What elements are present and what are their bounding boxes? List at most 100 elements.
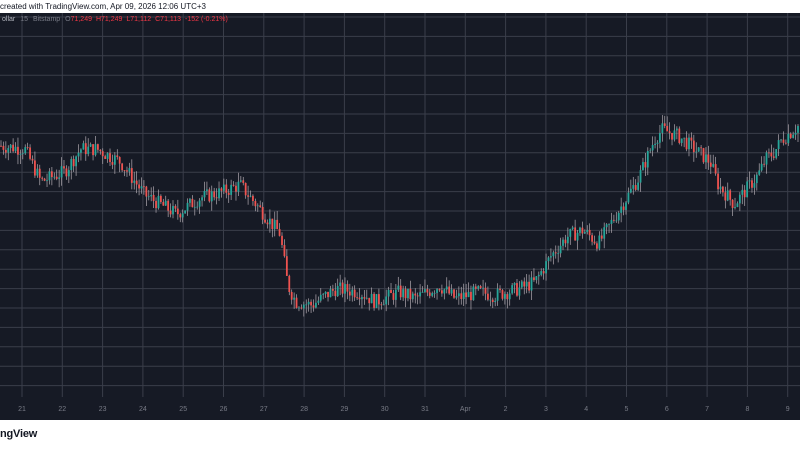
candle-body — [579, 227, 581, 233]
legend-change: -152 (-0.21%) — [185, 16, 228, 23]
brand-logo-text: ngView — [0, 428, 38, 440]
candle-body — [96, 144, 99, 150]
candle-body — [213, 191, 216, 198]
candle-body — [467, 291, 470, 298]
chart-canvas[interactable]: 21 22 23 24 25 26 27 28 29 30 31 Apr 2 3 4 5 6 7 8 9 — [0, 13, 800, 420]
candle-body — [140, 186, 143, 189]
candle-body — [617, 212, 620, 221]
candle-body — [235, 185, 237, 192]
candle-body — [402, 289, 405, 298]
candle-body — [494, 300, 497, 303]
candle-body — [780, 139, 782, 141]
x-tick-label: 21 — [18, 406, 26, 413]
candle-body — [431, 293, 434, 296]
candle-body — [615, 220, 618, 222]
x-tick-label: 31 — [421, 406, 429, 413]
candle-body — [535, 276, 538, 281]
candle-body — [348, 291, 351, 296]
candle-body — [751, 180, 753, 188]
candle-body — [172, 205, 174, 215]
candle-body — [157, 195, 160, 209]
candle-body — [734, 207, 736, 209]
candle-body — [525, 281, 528, 287]
x-tick-label: 27 — [260, 406, 268, 413]
candle-body — [707, 154, 710, 163]
candle-body — [479, 286, 482, 288]
candle-body — [60, 166, 63, 178]
candle-body — [758, 170, 761, 175]
candle-body — [574, 227, 577, 241]
candle-body — [293, 297, 296, 300]
x-tick-label: 6 — [665, 406, 669, 413]
legend-exchange: Bitstamp — [32, 16, 61, 23]
candle-body — [474, 286, 477, 289]
candle-body — [460, 293, 463, 299]
candle-body — [741, 189, 744, 195]
candle-body — [101, 151, 104, 157]
candle-body — [9, 144, 12, 149]
candle-body — [656, 142, 659, 144]
candle-body — [295, 297, 298, 308]
candle-body — [208, 189, 211, 202]
candle-body — [625, 202, 627, 210]
legend-low: L71,112 — [126, 16, 152, 23]
candle-body — [404, 289, 407, 299]
x-tick-label: 24 — [139, 406, 147, 413]
candle-body — [53, 176, 56, 178]
candle-body — [782, 139, 785, 143]
candle-body — [416, 295, 419, 297]
candle-body — [174, 205, 177, 209]
candle-body — [712, 164, 715, 167]
candle-body — [373, 293, 375, 308]
candle-body — [244, 182, 247, 196]
candle-body — [743, 189, 746, 198]
candle-body — [184, 210, 187, 214]
candle-body — [247, 195, 249, 197]
x-tick-label: 22 — [58, 406, 66, 413]
candle-body — [281, 235, 283, 246]
candle-body — [632, 185, 635, 189]
candle-body — [448, 286, 451, 294]
candle-body — [159, 195, 162, 202]
x-tick-label: 25 — [179, 406, 187, 413]
candle-body — [462, 292, 465, 299]
candle-body — [230, 184, 233, 195]
candle-body — [620, 206, 623, 213]
candle-body — [218, 188, 220, 199]
candle-body — [130, 168, 133, 183]
candle-body — [547, 257, 550, 262]
candle-body — [196, 206, 199, 208]
candle-body — [375, 294, 378, 308]
candle-body — [552, 252, 555, 257]
price-chart[interactable]: 21 22 23 24 25 26 27 28 29 30 31 Apr 2 3 4 5 6 7 8 9 ollar … — [0, 13, 800, 420]
candle-body — [671, 132, 673, 140]
candle-body — [424, 289, 426, 292]
candle-body — [518, 287, 521, 296]
candle-body — [315, 302, 317, 308]
top-caption-bar: created with TradingView.com, Apr 09, 20… — [0, 0, 800, 13]
x-tick-label: Apr — [460, 406, 472, 413]
candle-body — [324, 291, 327, 294]
candle-body — [201, 197, 203, 201]
candle-body — [545, 261, 547, 274]
candle-body — [489, 299, 492, 301]
candle-body — [155, 200, 157, 209]
candle-body — [397, 285, 400, 290]
candle-body — [55, 176, 58, 179]
candle-body — [327, 291, 329, 298]
candle-body — [26, 147, 29, 148]
candle-body — [399, 285, 402, 298]
candle-body — [428, 292, 431, 296]
candle-body — [319, 294, 322, 301]
candle-body — [242, 180, 245, 183]
candle-body — [511, 285, 514, 294]
candle-body — [663, 123, 666, 126]
candle-body — [407, 288, 409, 299]
candle-body — [361, 297, 363, 300]
candle-body — [116, 155, 119, 158]
candle-body — [29, 147, 31, 159]
candle-body — [82, 143, 85, 150]
candle-body — [453, 289, 455, 298]
candle-body — [690, 137, 693, 141]
candle-body — [48, 171, 51, 181]
